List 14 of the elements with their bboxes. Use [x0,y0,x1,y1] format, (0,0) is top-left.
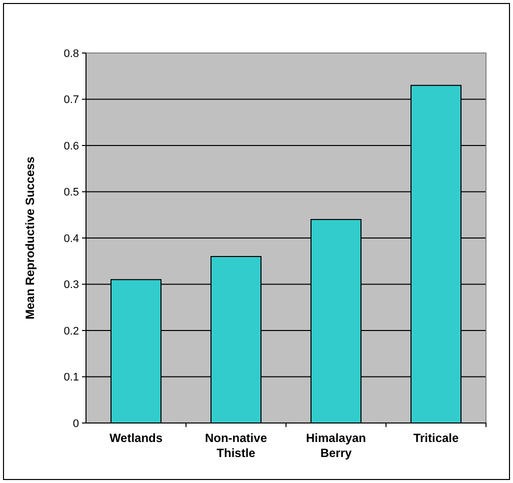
y-tick-label: 0 [72,418,79,430]
x-tick-label: Non-native Thistle [204,431,268,460]
x-tick-label: Triticale [413,431,460,445]
x-tick-label: Himalayan Berry [306,431,366,460]
y-tick-label: 0.8 [64,48,79,60]
y-tick-label: 0.2 [64,325,79,338]
y-tick-label: 0.4 [64,232,79,245]
y-tick-label: 0.3 [64,279,79,292]
y-tick-label: 0.6 [64,140,79,152]
y-tick-label: 0.5 [64,186,79,199]
x-tick-label: Wetlands [109,431,163,445]
y-axis-title: Mean Reproductive Success [23,156,37,320]
y-tick-label: 0.1 [64,372,79,384]
y-tick-label: 0.7 [64,94,79,106]
